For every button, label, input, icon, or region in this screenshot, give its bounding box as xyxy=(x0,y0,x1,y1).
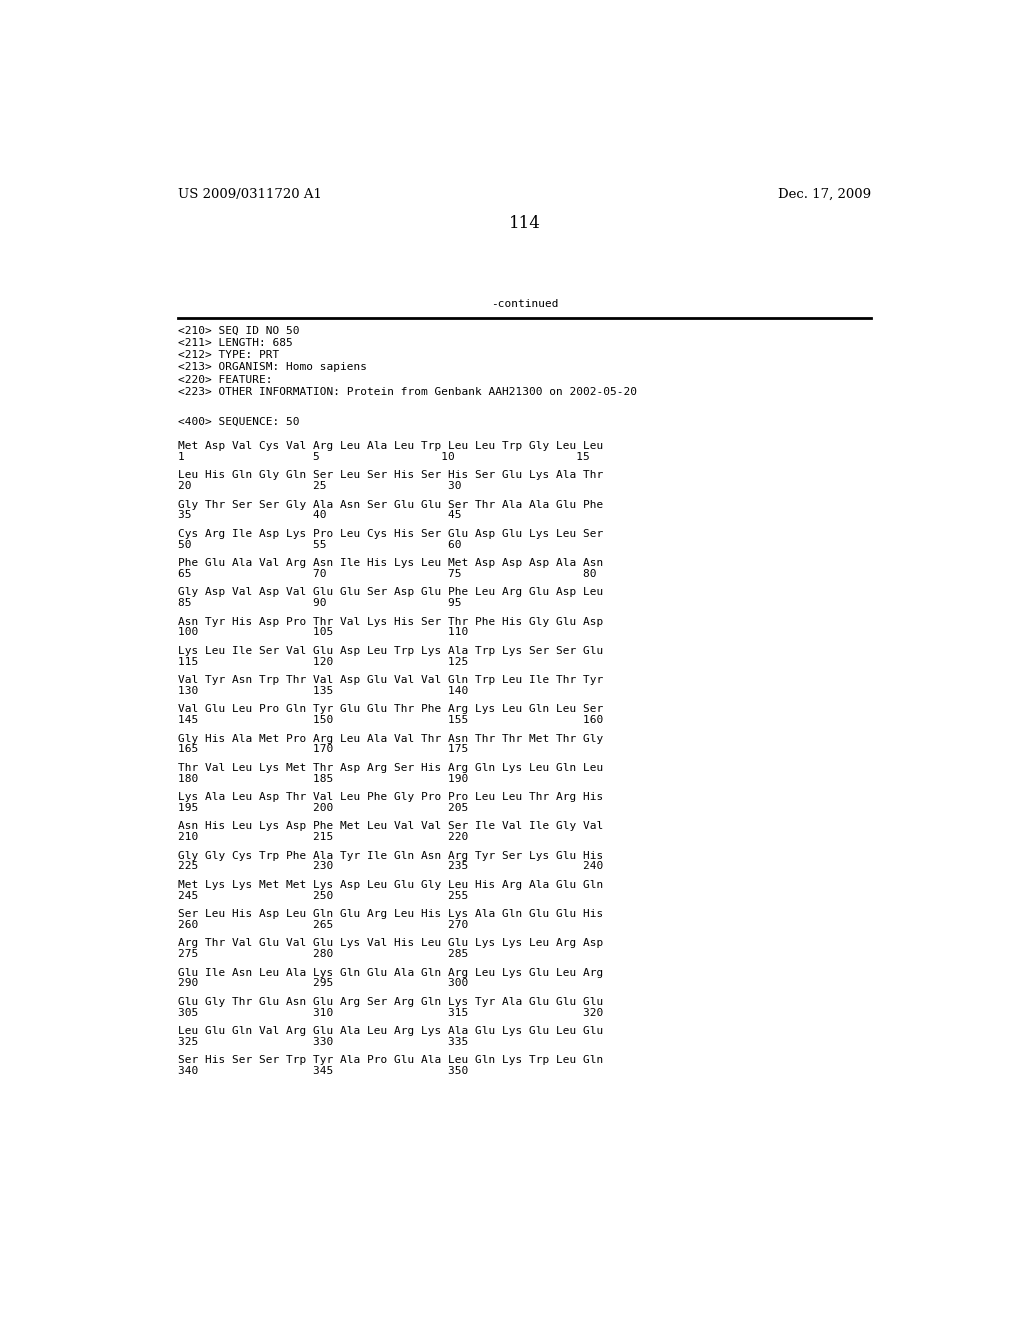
Text: Gly Asp Val Asp Val Glu Glu Ser Asp Glu Phe Leu Arg Glu Asp Leu: Gly Asp Val Asp Val Glu Glu Ser Asp Glu … xyxy=(178,587,603,598)
Text: Met Asp Val Cys Val Arg Leu Ala Leu Trp Leu Leu Trp Gly Leu Leu: Met Asp Val Cys Val Arg Leu Ala Leu Trp … xyxy=(178,441,603,451)
Text: <223> OTHER INFORMATION: Protein from Genbank AAH21300 on 2002-05-20: <223> OTHER INFORMATION: Protein from Ge… xyxy=(178,387,637,397)
Text: Met Lys Lys Met Met Lys Asp Leu Glu Gly Leu His Arg Ala Glu Gln: Met Lys Lys Met Met Lys Asp Leu Glu Gly … xyxy=(178,880,603,890)
Text: 305                 310                 315                 320: 305 310 315 320 xyxy=(178,1007,603,1018)
Text: 225                 230                 235                 240: 225 230 235 240 xyxy=(178,862,603,871)
Text: Ser His Ser Ser Trp Tyr Ala Pro Glu Ala Leu Gln Lys Trp Leu Gln: Ser His Ser Ser Trp Tyr Ala Pro Glu Ala … xyxy=(178,1056,603,1065)
Text: 50                  55                  60: 50 55 60 xyxy=(178,540,462,549)
Text: Gly Gly Cys Trp Phe Ala Tyr Ile Gln Asn Arg Tyr Ser Lys Glu His: Gly Gly Cys Trp Phe Ala Tyr Ile Gln Asn … xyxy=(178,850,603,861)
Text: Glu Ile Asn Leu Ala Lys Gln Glu Ala Gln Arg Leu Lys Glu Leu Arg: Glu Ile Asn Leu Ala Lys Gln Glu Ala Gln … xyxy=(178,968,603,978)
Text: 1                   5                  10                  15: 1 5 10 15 xyxy=(178,451,590,462)
Text: Cys Arg Ile Asp Lys Pro Leu Cys His Ser Glu Asp Glu Lys Leu Ser: Cys Arg Ile Asp Lys Pro Leu Cys His Ser … xyxy=(178,529,603,539)
Text: Gly Thr Ser Ser Gly Ala Asn Ser Glu Glu Ser Thr Ala Ala Glu Phe: Gly Thr Ser Ser Gly Ala Asn Ser Glu Glu … xyxy=(178,499,603,510)
Text: 145                 150                 155                 160: 145 150 155 160 xyxy=(178,715,603,725)
Text: <213> ORGANISM: Homo sapiens: <213> ORGANISM: Homo sapiens xyxy=(178,363,368,372)
Text: Dec. 17, 2009: Dec. 17, 2009 xyxy=(778,187,871,201)
Text: Glu Gly Thr Glu Asn Glu Arg Ser Arg Gln Lys Tyr Ala Glu Glu Glu: Glu Gly Thr Glu Asn Glu Arg Ser Arg Gln … xyxy=(178,997,603,1007)
Text: 275                 280                 285: 275 280 285 xyxy=(178,949,469,960)
Text: 195                 200                 205: 195 200 205 xyxy=(178,803,469,813)
Text: 100                 105                 110: 100 105 110 xyxy=(178,627,469,638)
Text: 65                  70                  75                  80: 65 70 75 80 xyxy=(178,569,597,579)
Text: US 2009/0311720 A1: US 2009/0311720 A1 xyxy=(178,187,323,201)
Text: <210> SEQ ID NO 50: <210> SEQ ID NO 50 xyxy=(178,326,300,335)
Text: Lys Ala Leu Asp Thr Val Leu Phe Gly Pro Pro Leu Leu Thr Arg His: Lys Ala Leu Asp Thr Val Leu Phe Gly Pro … xyxy=(178,792,603,803)
Text: <220> FEATURE:: <220> FEATURE: xyxy=(178,375,272,385)
Text: 260                 265                 270: 260 265 270 xyxy=(178,920,469,929)
Text: 165                 170                 175: 165 170 175 xyxy=(178,744,469,755)
Text: Asn His Leu Lys Asp Phe Met Leu Val Val Ser Ile Val Ile Gly Val: Asn His Leu Lys Asp Phe Met Leu Val Val … xyxy=(178,821,603,832)
Text: Leu Glu Gln Val Arg Glu Ala Leu Arg Lys Ala Glu Lys Glu Leu Glu: Leu Glu Gln Val Arg Glu Ala Leu Arg Lys … xyxy=(178,1026,603,1036)
Text: 130                 135                 140: 130 135 140 xyxy=(178,686,469,696)
Text: Phe Glu Ala Val Arg Asn Ile His Lys Leu Met Asp Asp Asp Ala Asn: Phe Glu Ala Val Arg Asn Ile His Lys Leu … xyxy=(178,558,603,568)
Text: Arg Thr Val Glu Val Glu Lys Val His Leu Glu Lys Lys Leu Arg Asp: Arg Thr Val Glu Val Glu Lys Val His Leu … xyxy=(178,939,603,949)
Text: <400> SEQUENCE: 50: <400> SEQUENCE: 50 xyxy=(178,416,300,426)
Text: Val Tyr Asn Trp Thr Val Asp Glu Val Val Gln Trp Leu Ile Thr Tyr: Val Tyr Asn Trp Thr Val Asp Glu Val Val … xyxy=(178,675,603,685)
Text: 325                 330                 335: 325 330 335 xyxy=(178,1038,469,1047)
Text: <212> TYPE: PRT: <212> TYPE: PRT xyxy=(178,350,280,360)
Text: 180                 185                 190: 180 185 190 xyxy=(178,774,469,784)
Text: 20                  25                  30: 20 25 30 xyxy=(178,480,462,491)
Text: 35                  40                  45: 35 40 45 xyxy=(178,511,462,520)
Text: <211> LENGTH: 685: <211> LENGTH: 685 xyxy=(178,338,293,348)
Text: 115                 120                 125: 115 120 125 xyxy=(178,656,469,667)
Text: Gly His Ala Met Pro Arg Leu Ala Val Thr Asn Thr Thr Met Thr Gly: Gly His Ala Met Pro Arg Leu Ala Val Thr … xyxy=(178,734,603,743)
Text: -continued: -continued xyxy=(492,298,558,309)
Text: 210                 215                 220: 210 215 220 xyxy=(178,832,469,842)
Text: 290                 295                 300: 290 295 300 xyxy=(178,978,469,989)
Text: 245                 250                 255: 245 250 255 xyxy=(178,891,469,900)
Text: Asn Tyr His Asp Pro Thr Val Lys His Ser Thr Phe His Gly Glu Asp: Asn Tyr His Asp Pro Thr Val Lys His Ser … xyxy=(178,616,603,627)
Text: Thr Val Leu Lys Met Thr Asp Arg Ser His Arg Gln Lys Leu Gln Leu: Thr Val Leu Lys Met Thr Asp Arg Ser His … xyxy=(178,763,603,774)
Text: 340                 345                 350: 340 345 350 xyxy=(178,1067,469,1076)
Text: 114: 114 xyxy=(509,215,541,231)
Text: Val Glu Leu Pro Gln Tyr Glu Glu Thr Phe Arg Lys Leu Gln Leu Ser: Val Glu Leu Pro Gln Tyr Glu Glu Thr Phe … xyxy=(178,705,603,714)
Text: Lys Leu Ile Ser Val Glu Asp Leu Trp Lys Ala Trp Lys Ser Ser Glu: Lys Leu Ile Ser Val Glu Asp Leu Trp Lys … xyxy=(178,645,603,656)
Text: Ser Leu His Asp Leu Gln Glu Arg Leu His Lys Ala Gln Glu Glu His: Ser Leu His Asp Leu Gln Glu Arg Leu His … xyxy=(178,909,603,919)
Text: Leu His Gln Gly Gln Ser Leu Ser His Ser His Ser Glu Lys Ala Thr: Leu His Gln Gly Gln Ser Leu Ser His Ser … xyxy=(178,470,603,480)
Text: 85                  90                  95: 85 90 95 xyxy=(178,598,462,609)
